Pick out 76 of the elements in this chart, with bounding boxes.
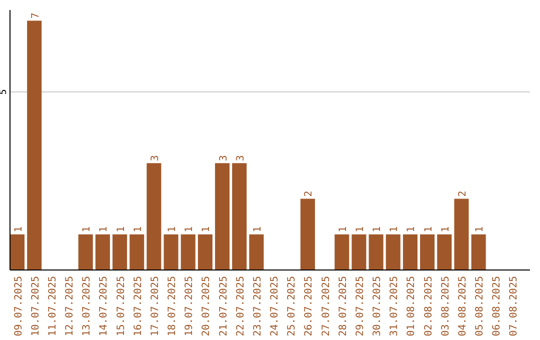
x-tick-label: 23.07.2025 bbox=[252, 276, 264, 336]
x-tick-label: 07.08.2025 bbox=[508, 276, 520, 336]
bar bbox=[215, 163, 230, 270]
data-label: 7 bbox=[30, 12, 42, 19]
data-label: 1 bbox=[167, 226, 178, 232]
x-tick-label: 03.08.2025 bbox=[440, 276, 452, 336]
x-tick-label: 17.07.2025 bbox=[150, 276, 161, 336]
bar bbox=[420, 234, 435, 270]
data-label: 1 bbox=[252, 226, 264, 232]
x-tick-label: 22.07.2025 bbox=[235, 276, 246, 336]
data-label: 2 bbox=[457, 190, 468, 197]
x-tick-label: 14.07.2025 bbox=[98, 276, 110, 336]
x-tick-label: 16.07.2025 bbox=[132, 276, 144, 336]
x-tick-label: 27.07.2025 bbox=[320, 276, 332, 336]
bar bbox=[437, 234, 452, 270]
x-tick-label: 19.07.2025 bbox=[184, 276, 196, 336]
data-label: 1 bbox=[372, 226, 384, 232]
bar bbox=[112, 234, 128, 270]
x-tick-label: 15.07.2025 bbox=[116, 276, 127, 336]
data-label: 1 bbox=[474, 226, 486, 232]
data-label: 1 bbox=[13, 226, 24, 232]
bar bbox=[164, 234, 178, 270]
bar bbox=[402, 234, 418, 270]
x-tick-label: 25.07.2025 bbox=[286, 276, 298, 336]
data-label: 3 bbox=[218, 155, 230, 162]
data-label: 1 bbox=[423, 226, 434, 232]
x-tick-label: 26.07.2025 bbox=[304, 276, 315, 336]
bar bbox=[10, 234, 25, 270]
data-label: 1 bbox=[98, 226, 110, 232]
data-label: 1 bbox=[116, 226, 127, 232]
x-tick-label: 21.07.2025 bbox=[218, 276, 230, 336]
data-label: 1 bbox=[440, 226, 452, 232]
x-tick-label: 11.07.2025 bbox=[47, 276, 58, 336]
bar bbox=[95, 234, 110, 270]
data-label: 1 bbox=[184, 226, 196, 232]
bar bbox=[368, 234, 384, 270]
x-tick-label: 06.08.2025 bbox=[492, 276, 503, 336]
bar bbox=[146, 163, 162, 270]
bar bbox=[471, 234, 486, 270]
data-label: 3 bbox=[235, 155, 246, 162]
x-tick-label: 10.07.2025 bbox=[30, 276, 42, 336]
x-tick-label: 18.07.2025 bbox=[167, 276, 178, 336]
data-label: 1 bbox=[132, 226, 144, 232]
x-tick-label: 09.07.2025 bbox=[13, 276, 24, 336]
x-tick-label: 30.07.2025 bbox=[372, 276, 384, 336]
data-label: 1 bbox=[406, 226, 418, 232]
bar bbox=[78, 234, 93, 270]
bar bbox=[232, 163, 247, 270]
x-tick-label: 31.07.2025 bbox=[389, 276, 400, 336]
x-tick-label: 02.08.2025 bbox=[423, 276, 434, 336]
bar bbox=[27, 20, 42, 270]
data-label: 1 bbox=[354, 226, 366, 232]
bar bbox=[249, 234, 264, 270]
data-label: 1 bbox=[201, 226, 212, 232]
x-tick-label: 20.07.2025 bbox=[201, 276, 212, 336]
x-tick-label: 05.08.2025 bbox=[474, 276, 486, 336]
x-tick-label: 29.07.2025 bbox=[354, 276, 366, 336]
bar bbox=[352, 234, 366, 270]
data-label: 1 bbox=[389, 226, 400, 232]
data-label: 3 bbox=[150, 155, 161, 162]
bar bbox=[130, 234, 144, 270]
data-label: 1 bbox=[338, 226, 349, 232]
bar bbox=[180, 234, 196, 270]
data-label: 1 bbox=[82, 226, 93, 232]
bar bbox=[334, 234, 350, 270]
x-tick-label: 28.07.2025 bbox=[338, 276, 349, 336]
x-tick-label: 04.08.2025 bbox=[457, 276, 468, 336]
x-tick-label: 12.07.2025 bbox=[64, 276, 76, 336]
x-tick-label: 24.07.2025 bbox=[270, 276, 281, 336]
x-tick-label: 13.07.2025 bbox=[82, 276, 93, 336]
bar bbox=[386, 234, 400, 270]
bar bbox=[198, 234, 212, 270]
x-tick-label: 01.08.2025 bbox=[406, 276, 418, 336]
bar bbox=[300, 198, 315, 270]
data-label: 2 bbox=[304, 190, 315, 197]
bar bbox=[454, 198, 469, 270]
